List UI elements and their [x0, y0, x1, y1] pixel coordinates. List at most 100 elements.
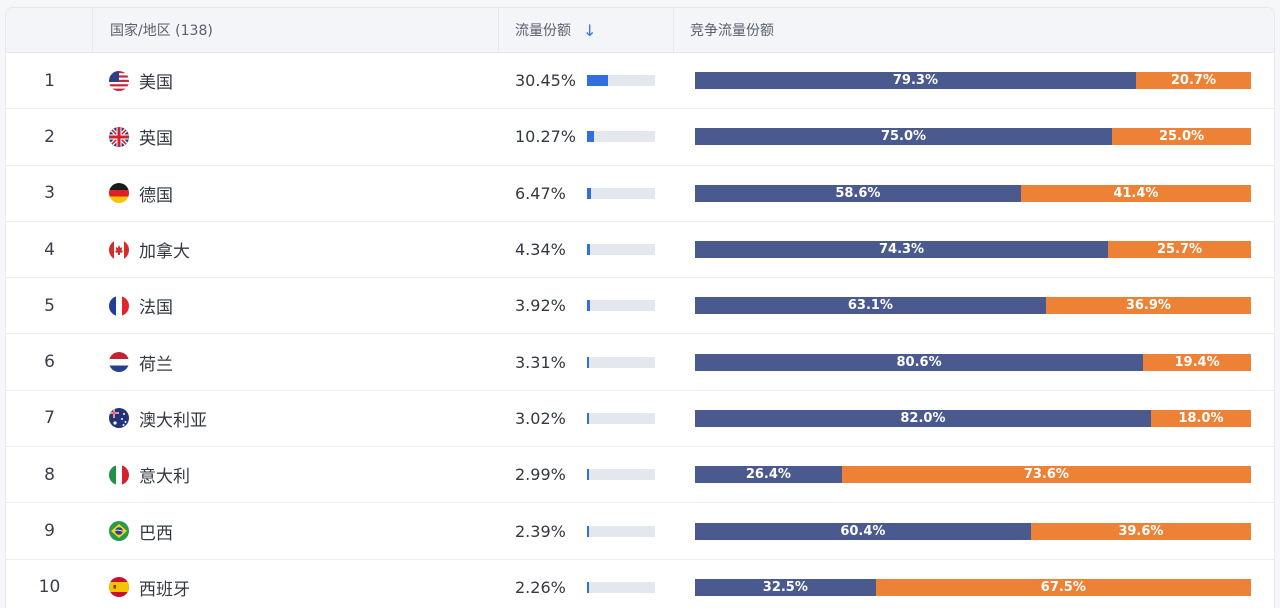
traffic-share-value: 30.45% [515, 71, 577, 91]
country-cell[interactable]: 美国 [93, 53, 499, 108]
traffic-share-bar-fill [587, 581, 590, 593]
table-row[interactable]: 10 西班牙 2.26% 32.5% 67.5% [6, 560, 1274, 608]
table-header: 国家/地区 (138) 流量份额 ↓ 竞争流量份额 [6, 8, 1274, 53]
table-row[interactable]: 6 荷兰 3.31% 80.6% 19.4% [6, 334, 1274, 391]
competitive-share-segment-b: 36.9% [1045, 297, 1251, 315]
competitive-share-segment-a: 74.3% [695, 241, 1109, 259]
country-name: 英国 [139, 129, 173, 150]
traffic-share-cell: 3.92% [499, 278, 674, 333]
traffic-share-table: 国家/地区 (138) 流量份额 ↓ 竞争流量份额 1 美国 30.45% 79.3%… [6, 8, 1274, 608]
country-cell[interactable]: 法国 [93, 278, 499, 333]
sort-descending-icon[interactable]: ↓ [583, 20, 597, 40]
rank-column-header [6, 8, 93, 52]
competitive-share-cell: 75.0% 25.0% [674, 109, 1274, 164]
country-cell[interactable]: 加拿大 [93, 222, 499, 277]
us-flag-icon [109, 70, 129, 91]
table-row[interactable]: 1 美国 30.45% 79.3% 20.7% [6, 53, 1274, 110]
competitive-share-segment-b: 20.7% [1135, 72, 1251, 90]
country-name: 加拿大 [139, 242, 190, 263]
country-name: 澳大利亚 [139, 410, 207, 431]
table-body: 1 美国 30.45% 79.3% 20.7% 2 英国 10.27% 75.0% 25.0% 3 德… [6, 53, 1274, 608]
competitive-share-bar[interactable]: 75.0% 25.0% [695, 128, 1251, 146]
spain-flag-icon [109, 577, 129, 598]
competitive-share-cell: 60.4% 39.6% [674, 503, 1274, 558]
competitive-share-bar[interactable]: 58.6% 41.4% [695, 184, 1251, 202]
table-row[interactable]: 2 英国 10.27% 75.0% 25.0% [6, 109, 1274, 166]
traffic-share-value: 2.99% [515, 465, 566, 485]
rank-number: 6 [44, 352, 55, 373]
traffic-share-bar [587, 412, 655, 424]
traffic-share-bar-fill [587, 131, 594, 143]
competitive-share-cell: 74.3% 25.7% [674, 222, 1274, 277]
table-row[interactable]: 5 法国 3.92% 63.1% 36.9% [6, 278, 1274, 335]
competitive-share-bar[interactable]: 60.4% 39.6% [695, 522, 1251, 540]
country-cell[interactable]: 澳大利亚 [93, 391, 499, 446]
traffic-share-value: 3.02% [515, 408, 566, 428]
traffic-share-cell: 3.02% [499, 391, 674, 446]
competitive-share-segment-a: 82.0% [695, 409, 1151, 427]
competitive-share-segment-a: 63.1% [695, 297, 1046, 315]
country-cell[interactable]: 西班牙 [93, 560, 499, 608]
competitive-share-cell: 80.6% 19.4% [674, 334, 1274, 389]
rank-number: 7 [44, 408, 55, 429]
competitive-share-segment-b: 39.6% [1030, 522, 1251, 540]
share-column-label: 流量份额 [515, 23, 571, 39]
table-row[interactable]: 7 澳大利亚 3.02% 82.0% 18.0% [6, 391, 1274, 448]
traffic-share-cell: 6.47% [499, 166, 674, 221]
traffic-share-bar [587, 525, 655, 537]
competitive-share-segment-a: 26.4% [695, 466, 842, 484]
netherlands-flag-icon [109, 352, 129, 373]
traffic-share-bar [587, 187, 655, 199]
table-row[interactable]: 9 巴西 2.39% 60.4% 39.6% [6, 503, 1274, 560]
rank-number: 4 [44, 239, 55, 260]
traffic-share-bar [587, 244, 655, 256]
competitive-share-cell: 58.6% 41.4% [674, 166, 1274, 221]
traffic-share-bar [587, 581, 655, 593]
competitive-share-bar[interactable]: 26.4% 73.6% [695, 466, 1251, 484]
competitive-share-segment-a: 58.6% [695, 184, 1021, 202]
competitive-share-column-header[interactable]: 竞争流量份额 [674, 8, 1274, 52]
rank-number: 8 [44, 464, 55, 485]
country-cell[interactable]: 德国 [93, 166, 499, 221]
competitive-share-bar[interactable]: 74.3% 25.7% [695, 241, 1251, 259]
country-name: 荷兰 [139, 354, 173, 375]
table-row[interactable]: 3 德国 6.47% 58.6% 41.4% [6, 166, 1274, 222]
competitive-share-segment-b: 18.0% [1150, 409, 1251, 427]
country-cell[interactable]: 荷兰 [93, 334, 499, 389]
rank-number: 3 [44, 183, 55, 204]
country-name: 法国 [139, 298, 173, 319]
country-name: 巴西 [139, 523, 173, 544]
competitive-share-segment-b: 73.6% [841, 466, 1251, 484]
competitive-share-segment-a: 32.5% [695, 578, 876, 596]
country-column-header[interactable]: 国家/地区 (138) [93, 8, 499, 52]
competitive-share-column-label: 竞争流量份额 [690, 23, 774, 39]
table-row[interactable]: 8 意大利 2.99% 26.4% 73.6% [6, 447, 1274, 504]
competitive-share-bar[interactable]: 32.5% 67.5% [695, 578, 1251, 596]
rank-number: 10 [38, 577, 61, 598]
country-cell[interactable]: 英国 [93, 109, 499, 164]
uk-flag-icon [109, 126, 129, 147]
competitive-share-segment-a: 79.3% [695, 72, 1136, 90]
country-name: 德国 [139, 185, 173, 206]
competitive-share-bar[interactable]: 82.0% 18.0% [695, 409, 1251, 427]
competitive-share-bar[interactable]: 80.6% 19.4% [695, 353, 1251, 371]
competitive-share-bar[interactable]: 63.1% 36.9% [695, 297, 1251, 315]
traffic-share-bar [587, 469, 655, 481]
competitive-share-bar[interactable]: 79.3% 20.7% [695, 72, 1251, 90]
competitive-share-segment-a: 60.4% [695, 522, 1031, 540]
traffic-share-cell: 10.27% [499, 109, 674, 164]
traffic-share-bar [587, 300, 655, 312]
competitive-share-segment-b: 25.7% [1108, 241, 1251, 259]
traffic-share-cell: 2.99% [499, 447, 674, 502]
traffic-share-cell: 3.31% [499, 334, 674, 389]
country-cell[interactable]: 意大利 [93, 447, 499, 502]
competitive-share-cell: 82.0% 18.0% [674, 391, 1274, 446]
traffic-share-bar [587, 131, 655, 143]
share-column-header[interactable]: 流量份额 ↓ [499, 8, 674, 52]
traffic-share-bar-fill [587, 75, 608, 87]
rank-number: 5 [44, 295, 55, 316]
australia-flag-icon [109, 408, 129, 429]
competitive-share-segment-b: 67.5% [875, 578, 1251, 596]
table-row[interactable]: 4 加拿大 4.34% 74.3% 25.7% [6, 222, 1274, 279]
country-cell[interactable]: 巴西 [93, 503, 499, 558]
